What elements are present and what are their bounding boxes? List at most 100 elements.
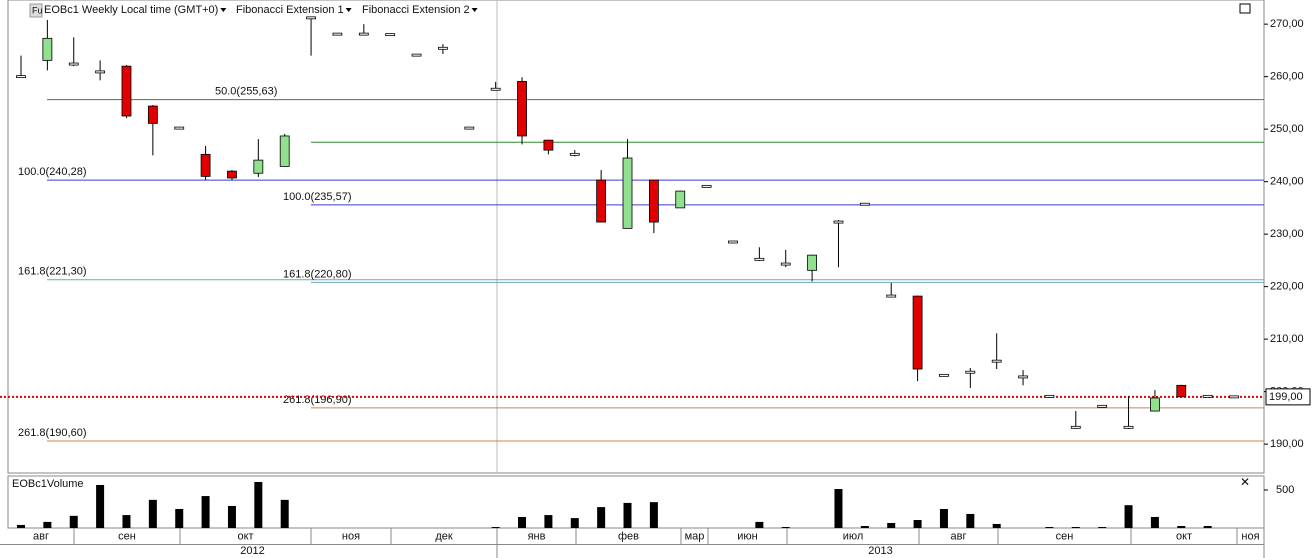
volume-bar xyxy=(913,520,922,528)
candle-body xyxy=(1044,394,1055,398)
candle-body xyxy=(859,202,870,206)
candle-body xyxy=(121,65,132,117)
dropdown-arrow xyxy=(471,8,478,12)
volume-bar xyxy=(280,499,289,528)
y-tick-label: 260,00 xyxy=(1270,71,1304,83)
y-tick-label: 210,00 xyxy=(1270,333,1304,345)
icon[interactable] xyxy=(29,3,43,18)
volume-bar xyxy=(544,515,553,528)
candle-body xyxy=(1176,384,1187,398)
candle-body xyxy=(728,240,738,244)
volume-bar xyxy=(1071,527,1080,528)
icon-label: Fu xyxy=(32,5,43,15)
volume-bar xyxy=(122,515,131,528)
y-tick-label: 230,00 xyxy=(1270,228,1304,240)
month-label: мар xyxy=(685,530,705,542)
volume-bar xyxy=(227,505,236,528)
candle-body xyxy=(253,159,264,174)
month-label: авг xyxy=(951,530,967,542)
candle-body xyxy=(411,53,422,57)
volume-bar xyxy=(69,515,78,528)
candle-body xyxy=(147,105,158,124)
candle-body xyxy=(807,254,817,271)
volume-bar xyxy=(623,502,632,528)
month-label: июл xyxy=(843,530,864,542)
candle-body xyxy=(200,153,211,177)
y-tick-label: 240,00 xyxy=(1270,176,1304,188)
fib-label: 261.8(190,60) xyxy=(18,427,87,439)
close-button[interactable]: ✕ xyxy=(1240,475,1250,489)
candle-body xyxy=(701,184,712,188)
candle-body xyxy=(16,75,26,79)
volume-bar xyxy=(491,527,500,528)
volume-bar xyxy=(781,527,790,528)
volume-bar xyxy=(175,508,184,528)
fib-label: 261.8(196,90) xyxy=(283,394,352,406)
study-label[interactable]: Fibonacci Extension 1 xyxy=(236,4,344,16)
fib-label: 161.8(221,30) xyxy=(18,266,87,278)
fib-label: 100.0(235,57) xyxy=(283,191,352,203)
candle-body xyxy=(385,33,396,37)
candle-body xyxy=(1229,395,1239,399)
candle-body xyxy=(1097,404,1108,408)
maximize-button[interactable] xyxy=(1239,3,1251,14)
volume-bar xyxy=(570,518,579,528)
volume-bar xyxy=(1045,527,1054,528)
candle-body xyxy=(648,179,659,223)
volume-bar xyxy=(860,526,869,528)
candle-body xyxy=(306,16,316,20)
volume-bar xyxy=(597,507,606,528)
last-price-label: 199,00 xyxy=(1269,391,1303,403)
candle-body xyxy=(358,32,369,36)
volume-bar xyxy=(17,524,25,528)
candle-body xyxy=(42,37,53,61)
candle-body xyxy=(991,359,1002,363)
volume-tick-label: 500 xyxy=(1276,484,1294,496)
month-label: сен xyxy=(118,530,136,542)
candle-body xyxy=(912,295,923,370)
month-label: окт xyxy=(1176,530,1192,542)
candle-body xyxy=(965,370,976,374)
candle-body xyxy=(886,294,897,298)
candle-body xyxy=(174,126,185,130)
candle-body xyxy=(543,139,554,151)
candle-body xyxy=(1018,375,1028,379)
price-panel xyxy=(7,0,1265,474)
month-label: авг xyxy=(33,530,49,542)
candle-body xyxy=(438,46,448,50)
fib-label: 100.0(240,28) xyxy=(18,166,87,178)
month-label: окт xyxy=(237,530,253,542)
candle-body xyxy=(517,80,527,137)
candle-body xyxy=(1070,425,1081,429)
year-label: 2013 xyxy=(868,545,892,557)
volume-bar xyxy=(939,508,948,528)
candle-body xyxy=(332,32,343,36)
volume-bar xyxy=(1098,527,1107,528)
volume-bar xyxy=(966,513,975,528)
candle-body xyxy=(569,152,580,156)
volume-bar xyxy=(649,502,658,528)
volume-bar xyxy=(1203,526,1212,528)
candle-body xyxy=(1202,394,1213,398)
candle-body xyxy=(833,220,844,224)
volume-bar xyxy=(1124,505,1133,528)
dropdown-arrow xyxy=(220,8,227,12)
volume-bar xyxy=(834,489,843,528)
candle-body xyxy=(1123,425,1134,429)
study-label[interactable]: Fibonacci Extension 2 xyxy=(362,4,470,16)
candle-body xyxy=(939,373,949,377)
candle-body xyxy=(464,126,475,130)
month-label: фев xyxy=(618,530,639,542)
volume-bar xyxy=(992,523,1001,528)
y-tick-label: 270,00 xyxy=(1270,18,1304,30)
last-price-box xyxy=(1265,388,1311,406)
fib-label: 161.8(220,80) xyxy=(283,268,352,280)
volume-bar xyxy=(201,496,210,528)
candle-body xyxy=(1150,397,1160,412)
candle-body xyxy=(596,179,607,223)
instrument-label[interactable]: EOBc1 Weekly Local time (GMT+0) xyxy=(44,4,218,16)
month-label: дек xyxy=(435,530,453,542)
volume-bar xyxy=(43,521,52,528)
candle-body xyxy=(68,62,79,66)
